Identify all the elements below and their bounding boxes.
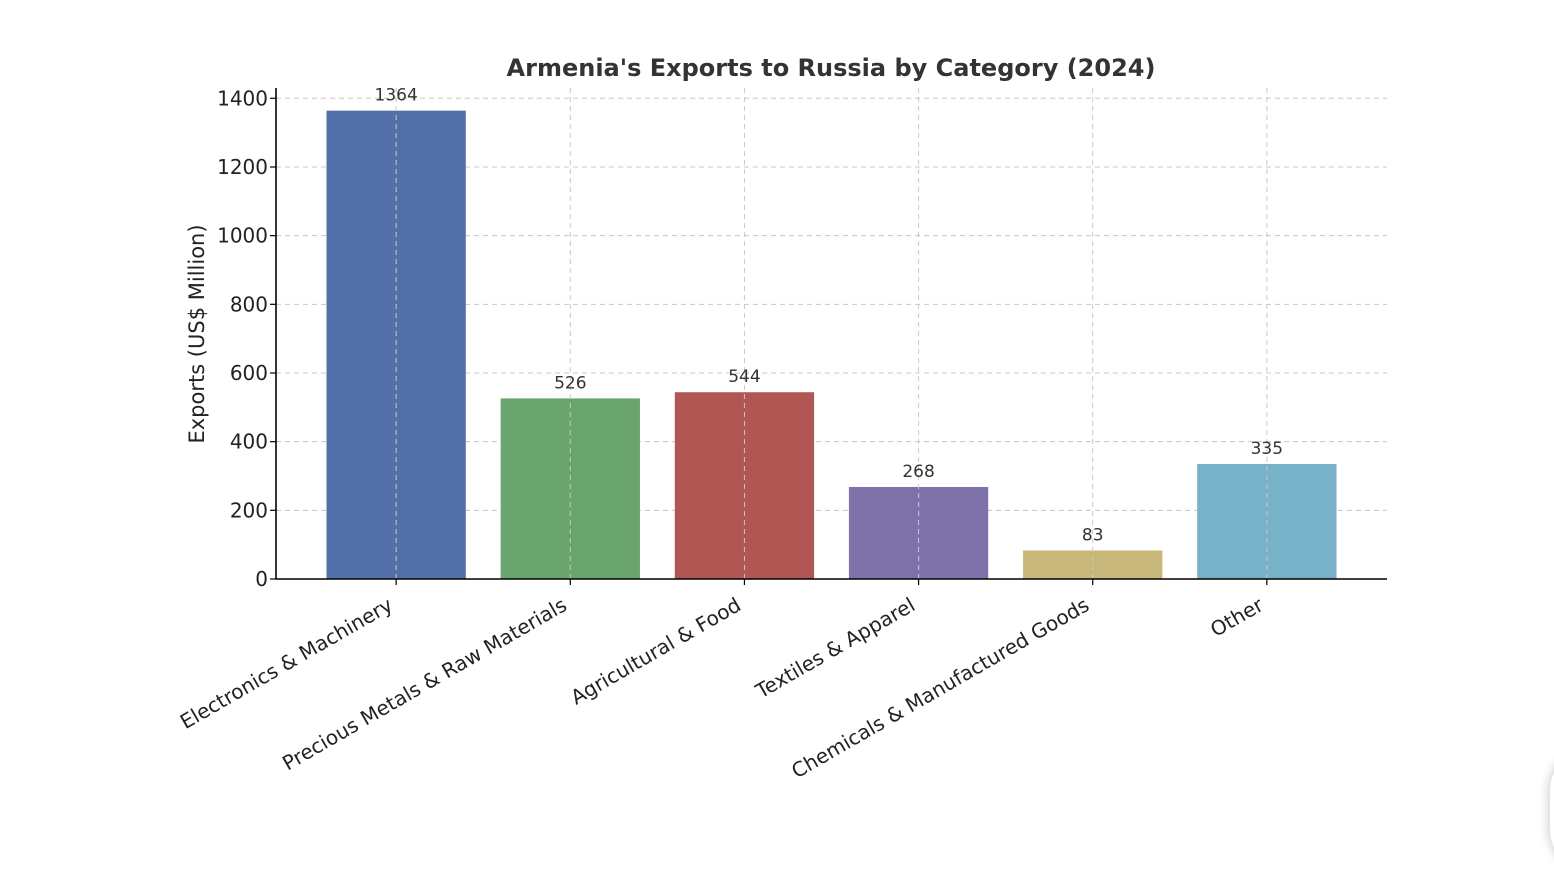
y-tick-label: 1000 [217, 224, 268, 248]
y-tick-label: 400 [230, 430, 268, 454]
bar-chart: 0 200 400 600 800 1000 1200 1400 1364 526 544 268 83… [176, 54, 1387, 784]
bar-value-label: 526 [554, 373, 586, 393]
grid-vertical [395, 88, 1268, 579]
bar-value-label: 268 [902, 462, 934, 482]
y-tick-label: 1400 [217, 86, 268, 110]
y-tick-label: 800 [230, 292, 268, 316]
bar-value-label: 83 [1082, 526, 1104, 546]
bar-value-label: 335 [1251, 439, 1283, 459]
x-tick-label: Chemicals & Manufactured Goods [787, 593, 1093, 784]
bar-value-label: 544 [728, 367, 760, 387]
x-tick-label: Other [1206, 592, 1268, 642]
x-tick-label: Agricultural & Food [566, 593, 744, 710]
bars [326, 110, 1337, 580]
y-tick-label: 0 [255, 567, 268, 591]
y-tick-label: 200 [230, 498, 268, 522]
page-corner-edge [1550, 750, 1554, 870]
y-axis-label: Exports (US$ Million) [185, 224, 209, 443]
y-tick-label: 600 [230, 361, 268, 385]
x-tick-label: Textiles & Apparel [751, 593, 919, 704]
bar-value-label: 1364 [375, 86, 418, 106]
axes [270, 88, 1387, 585]
chart-title: Armenia's Exports to Russia by Category … [507, 54, 1156, 82]
y-tick-label: 1200 [217, 155, 268, 179]
chart-container: 0 200 400 600 800 1000 1200 1400 1364 526 544 268 83… [175, 54, 1387, 784]
x-tick-label: Precious Metals & Raw Materials [278, 593, 571, 776]
